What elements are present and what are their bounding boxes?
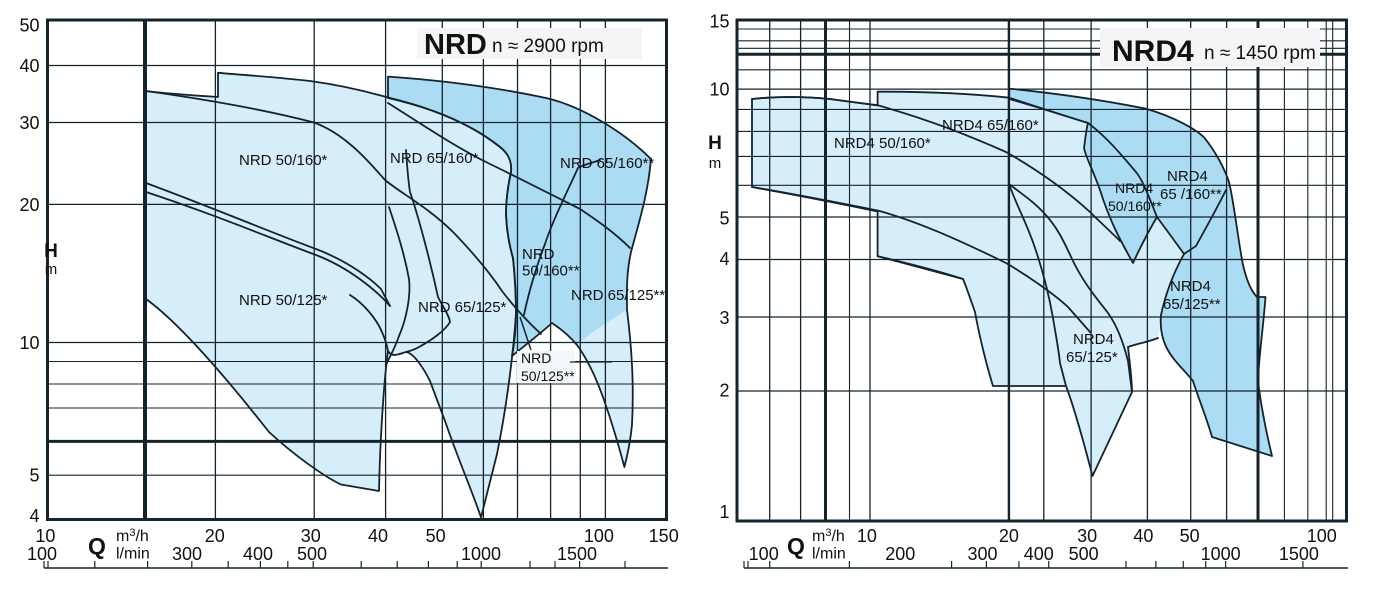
svg-text:100: 100 [584,526,614,546]
svg-text:500: 500 [1069,544,1099,564]
svg-text:100: 100 [1307,526,1337,546]
svg-text:2: 2 [719,381,729,401]
svg-text:1000: 1000 [461,544,501,564]
svg-text:l/min: l/min [116,546,150,563]
svg-text:NRD 50/125*: NRD 50/125* [239,292,328,309]
svg-text:4: 4 [719,249,729,269]
svg-text:NRD: NRD [424,29,487,61]
svg-text:1: 1 [719,502,729,522]
svg-text:500: 500 [297,544,327,564]
svg-text:NRD: NRD [521,350,551,366]
svg-text:NRD4: NRD4 [1167,168,1208,185]
svg-text:30: 30 [19,113,39,133]
svg-text:NRD 65/125*: NRD 65/125* [418,299,507,316]
svg-text:20: 20 [999,526,1019,546]
svg-text:1000: 1000 [1201,544,1241,564]
svg-text:65/125**: 65/125** [1163,296,1221,313]
svg-text:1500: 1500 [1279,544,1319,564]
svg-text:NRD4 50/160*: NRD4 50/160* [834,135,931,152]
svg-text:15: 15 [709,12,729,32]
svg-text:Q: Q [787,533,805,559]
svg-text:3: 3 [719,308,729,328]
svg-text:m: m [709,155,722,172]
svg-text:NRD4: NRD4 [1073,331,1114,348]
svg-text:NRD4 65/160*: NRD4 65/160* [942,117,1039,134]
svg-text:m3/h: m3/h [116,527,149,545]
svg-text:40: 40 [368,526,388,546]
svg-text:200: 200 [885,544,915,564]
svg-text:m: m [45,261,58,278]
svg-text:20: 20 [205,526,225,546]
svg-text:400: 400 [243,544,273,564]
svg-text:50/160**: 50/160** [1108,198,1162,214]
svg-text:300: 300 [172,544,202,564]
svg-text:65/125*: 65/125* [1066,349,1118,366]
svg-text:NRD 65/160**: NRD 65/160** [560,155,654,172]
svg-text:5: 5 [29,466,39,486]
svg-text:400: 400 [1024,544,1054,564]
svg-text:50/125**: 50/125** [521,368,575,384]
svg-text:10: 10 [857,526,877,546]
svg-text:50: 50 [426,526,446,546]
svg-text:150: 150 [649,526,679,546]
svg-text:4: 4 [29,506,39,526]
svg-text:10: 10 [35,526,55,546]
svg-text:Q: Q [88,533,106,559]
svg-text:10: 10 [709,80,729,100]
svg-text:NRD: NRD [522,246,555,263]
svg-text:n ≈ 2900 rpm: n ≈ 2900 rpm [492,36,604,57]
svg-text:40: 40 [19,56,39,76]
svg-text:NRD4: NRD4 [1115,180,1153,196]
svg-text:50: 50 [1180,526,1200,546]
svg-text:30: 30 [301,526,321,546]
svg-text:l/min: l/min [812,546,846,563]
svg-text:NRD 65/125**: NRD 65/125** [571,287,665,304]
svg-text:30: 30 [1077,526,1097,546]
svg-text:H: H [44,241,58,262]
svg-text:NRD 50/160*: NRD 50/160* [239,152,328,169]
svg-text:300: 300 [967,544,997,564]
svg-text:100: 100 [749,544,779,564]
svg-text:100: 100 [27,544,57,564]
svg-text:m3/h: m3/h [812,527,845,545]
svg-text:50: 50 [19,16,39,36]
svg-text:1500: 1500 [557,544,597,564]
svg-text:H: H [708,133,722,154]
svg-text:5: 5 [719,209,729,229]
svg-text:10: 10 [19,333,39,353]
svg-text:NRD 65/160*: NRD 65/160* [390,150,479,167]
svg-text:NRD4: NRD4 [1112,35,1194,68]
svg-text:20: 20 [19,195,39,215]
svg-text:n ≈ 1450 rpm: n ≈ 1450 rpm [1204,43,1316,64]
svg-text:65 /160**: 65 /160** [1160,186,1222,203]
svg-text:NRD4: NRD4 [1170,278,1211,295]
svg-text:50/160**: 50/160** [522,263,580,280]
svg-text:40: 40 [1133,526,1153,546]
